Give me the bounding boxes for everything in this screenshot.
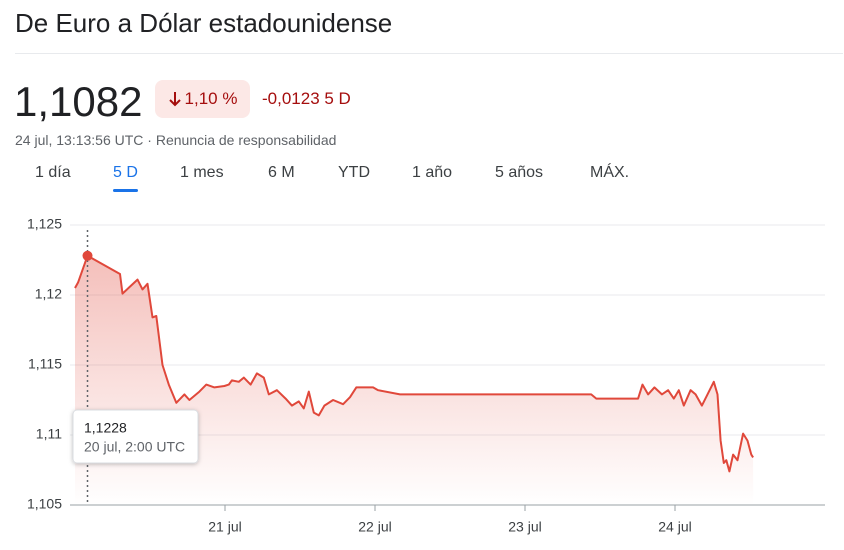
change: -0,0123 5 D — [262, 89, 351, 108]
y-tick-label: 1,12 — [35, 286, 62, 302]
tab[interactable]: 5 D — [113, 164, 138, 192]
x-tick-label: 21 jul — [208, 519, 241, 535]
tab[interactable]: 1 año — [412, 164, 453, 181]
price: 1,1082 — [14, 78, 143, 125]
down-arrow — [168, 92, 181, 107]
tab[interactable]: MÁX. — [590, 164, 630, 181]
y-tick-label: 1,115 — [28, 356, 62, 372]
change-badge: 1,10 % — [155, 80, 250, 118]
tab[interactable]: 6 M — [268, 164, 295, 181]
tooltip-value: 1,1228 — [84, 420, 127, 436]
y-tick-label: 1,125 — [27, 216, 62, 232]
y-tick-label: 1,11 — [36, 426, 62, 442]
x-tick-label: 23 jul — [508, 519, 541, 535]
tooltip-time: 20 jul, 2:00 UTC — [84, 439, 185, 455]
chart: 1,105 1,11 1,115 1,12 1,125 21 jul 22 jul 23 ju… — [27, 216, 825, 535]
change-percent: 1,10 % — [184, 89, 238, 108]
tooltip-box — [72, 409, 199, 464]
line — [74, 254, 754, 473]
highlight-point — [82, 250, 93, 261]
tab[interactable]: 1 mes — [180, 164, 224, 181]
title: De Euro a Dólar estadounidense — [15, 8, 393, 38]
x-tick-label: 24 jul — [658, 519, 691, 535]
tooltip: 1,1228 20 jul, 2:00 UTC — [72, 409, 199, 464]
x-tick-label: 22 jul — [358, 519, 391, 535]
tab[interactable]: 1 día — [35, 164, 71, 181]
timestamp: 24 jul, 13:13:56 UTC · Renuncia de respo… — [15, 132, 337, 148]
y-tick-label: 1,105 — [27, 496, 62, 512]
divider — [15, 53, 843, 54]
tab[interactable]: 5 años — [495, 164, 544, 181]
tab[interactable]: YTD — [338, 164, 370, 181]
area — [75, 255, 754, 505]
